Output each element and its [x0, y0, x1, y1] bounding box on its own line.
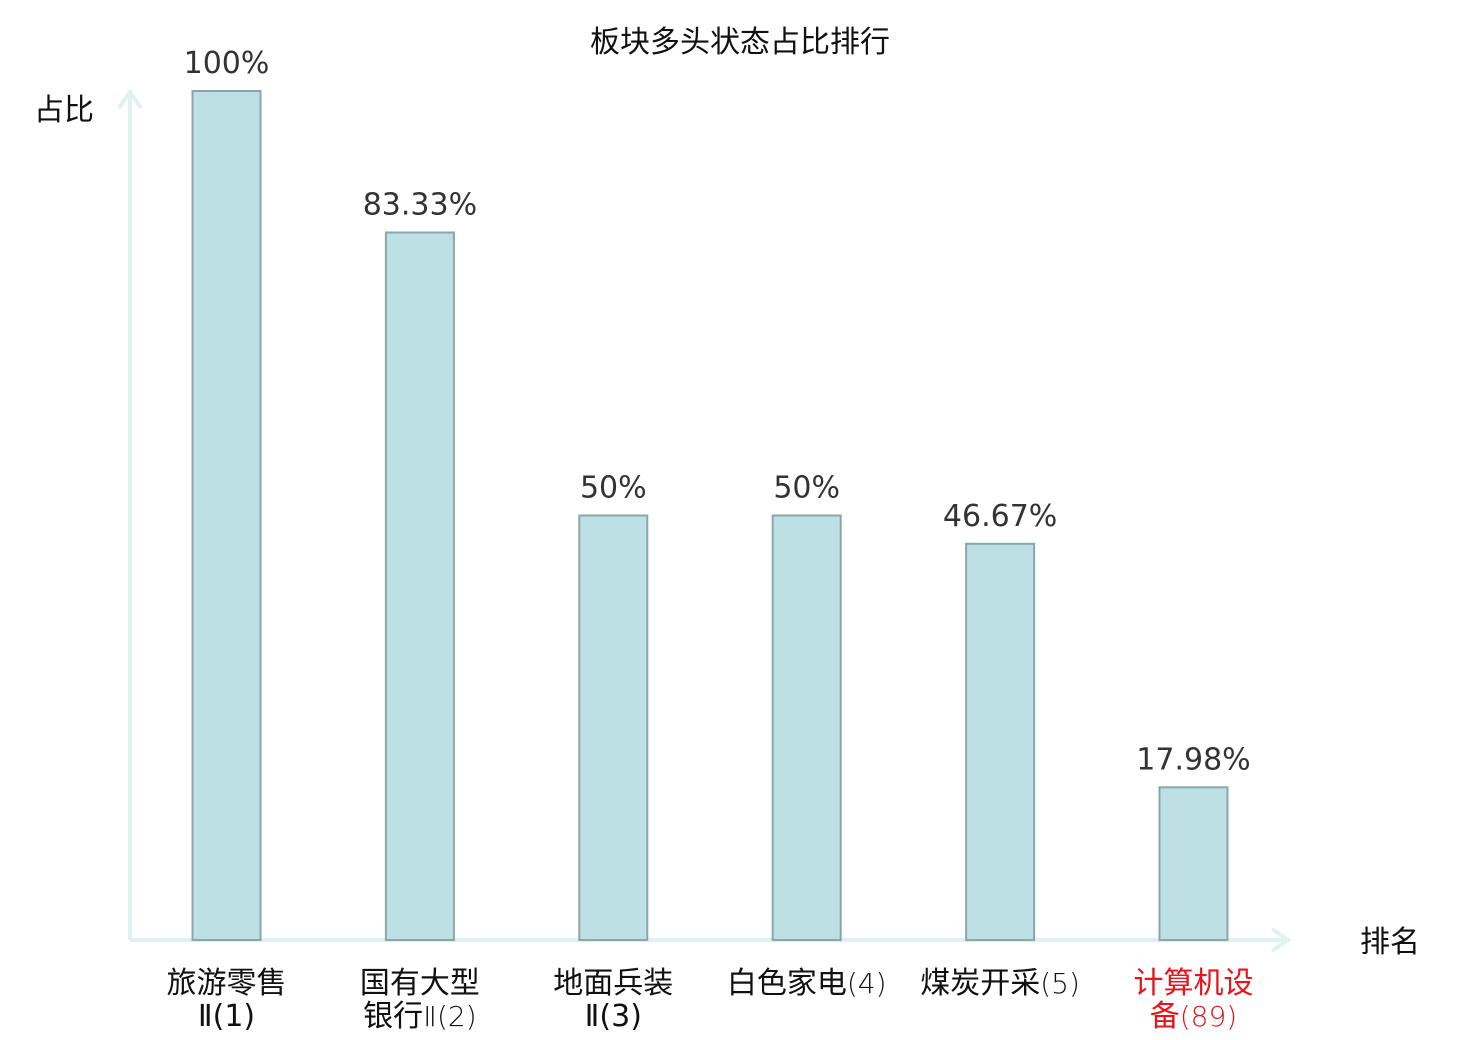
- value-label-3: 50%: [773, 471, 840, 506]
- y-axis-label: 占比: [34, 93, 94, 128]
- category-label-2-line-0: 地面兵装: [553, 966, 673, 1001]
- bar-1: [384, 231, 455, 941]
- category-label-1-line-1: 银行Ⅱ(2): [363, 999, 476, 1034]
- category-label-2-line-1: Ⅱ(3): [585, 999, 642, 1034]
- bar-0: [191, 90, 262, 941]
- value-labels-group: 100% 83.33% 50% 50% 46.67% 17.98%: [184, 46, 1251, 777]
- y-axis-arrow-icon: [117, 88, 143, 110]
- bar-4: [965, 542, 1036, 941]
- value-label-5: 17.98%: [1136, 742, 1250, 777]
- category-label-1-line-0: 国有大型: [360, 966, 480, 1001]
- category-label-5-line-0: 计算机设: [1134, 966, 1254, 1001]
- value-label-2: 50%: [580, 471, 647, 506]
- category-label-4-line-0: 煤炭开采(5): [920, 966, 1080, 1001]
- value-label-4: 46.67%: [943, 499, 1057, 534]
- category-label-3-line-0: 白色家电(4): [727, 966, 887, 1001]
- bar-3: [771, 514, 842, 941]
- category-label-5-line-1: 备(89): [1150, 999, 1237, 1034]
- chart-title: 板块多头状态占比排行: [590, 25, 890, 60]
- bar-5: [1158, 786, 1229, 941]
- x-axis-arrow-icon: [1270, 927, 1292, 953]
- category-label-0-line-1: Ⅱ(1): [198, 999, 255, 1034]
- bars-group: [191, 90, 1229, 941]
- bar-2: [578, 514, 649, 941]
- value-label-0: 100%: [184, 46, 270, 81]
- x-axis-label: 排名: [1360, 925, 1420, 960]
- category-label-0-line-0: 旅游零售: [167, 966, 287, 1001]
- value-label-1: 83.33%: [363, 188, 477, 223]
